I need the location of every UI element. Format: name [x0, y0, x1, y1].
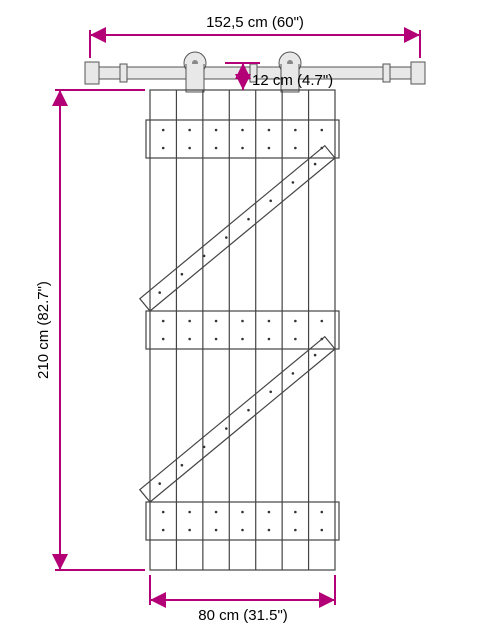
- dim-door-width: 80 cm (31.5"): [150, 575, 335, 624]
- nail-dot: [294, 511, 297, 514]
- nail-dot: [181, 273, 184, 276]
- nail-dot: [241, 320, 244, 323]
- nail-dot: [188, 529, 191, 532]
- nail-dot: [269, 199, 272, 202]
- nail-dot: [247, 218, 250, 221]
- nail-dot: [294, 320, 297, 323]
- nail-dot: [320, 320, 323, 323]
- nail-dot: [181, 464, 184, 467]
- nail-dot: [188, 338, 191, 341]
- diagonal-brace: [140, 337, 335, 502]
- nail-dot: [188, 511, 191, 514]
- nail-dot: [215, 129, 218, 132]
- nail-dot: [241, 511, 244, 514]
- nail-dot: [162, 129, 165, 132]
- nail-dot: [215, 147, 218, 150]
- hanger-drop-label: 12 cm (4.7"): [252, 72, 333, 89]
- nail-dot: [215, 338, 218, 341]
- nail-dot: [320, 529, 323, 532]
- nail-dot: [158, 291, 161, 294]
- nail-dot: [215, 511, 218, 514]
- nail-dot: [215, 320, 218, 323]
- nail-dot: [268, 147, 271, 150]
- nail-dot: [225, 236, 228, 239]
- nail-dot: [188, 147, 191, 150]
- dim-door-height: 210 cm (82.7"): [35, 90, 145, 570]
- door-outline: [150, 90, 335, 570]
- nail-dot: [314, 354, 317, 357]
- nail-dot: [215, 529, 218, 532]
- nail-dot: [268, 320, 271, 323]
- nail-dot: [158, 482, 161, 485]
- nail-dot: [241, 129, 244, 132]
- nail-dot: [294, 147, 297, 150]
- nail-dot: [241, 529, 244, 532]
- nail-dot: [225, 427, 228, 430]
- door-width-label: 80 cm (31.5"): [198, 607, 288, 624]
- hanger-left: [184, 52, 206, 92]
- rail-width-label: 152,5 cm (60"): [206, 14, 304, 31]
- nail-dot: [162, 147, 165, 150]
- door-height-label: 210 cm (82.7"): [35, 281, 52, 379]
- cross-bar: [146, 311, 339, 349]
- rail-mount: [120, 64, 127, 82]
- diagonal-brace: [140, 146, 335, 311]
- nail-dot: [320, 129, 323, 132]
- nail-dot: [268, 338, 271, 341]
- nail-dot: [188, 320, 191, 323]
- nail-dot: [203, 255, 206, 258]
- nail-dot: [269, 390, 272, 393]
- rail-stop-right: [411, 62, 425, 84]
- cross-bar: [146, 502, 339, 540]
- nail-dot: [292, 372, 295, 375]
- nail-dot: [320, 511, 323, 514]
- dim-rail-width: 152,5 cm (60"): [90, 14, 420, 58]
- nail-dot: [268, 129, 271, 132]
- nail-dot: [162, 320, 165, 323]
- nail-dot: [268, 529, 271, 532]
- nail-dot: [203, 446, 206, 449]
- nail-dot: [241, 338, 244, 341]
- nail-dot: [241, 147, 244, 150]
- nail-dot: [247, 409, 250, 412]
- rail-mount: [383, 64, 390, 82]
- nail-dot: [162, 338, 165, 341]
- nail-dot: [188, 129, 191, 132]
- cross-bar: [146, 120, 339, 158]
- rail-stop-left: [85, 62, 99, 84]
- nail-dot: [268, 511, 271, 514]
- nail-dot: [162, 529, 165, 532]
- nail-dot: [314, 163, 317, 166]
- nail-dot: [294, 129, 297, 132]
- nail-dot: [294, 529, 297, 532]
- nail-dot: [292, 181, 295, 184]
- nail-dot: [294, 338, 297, 341]
- barn-door: [140, 90, 339, 570]
- nail-dot: [162, 511, 165, 514]
